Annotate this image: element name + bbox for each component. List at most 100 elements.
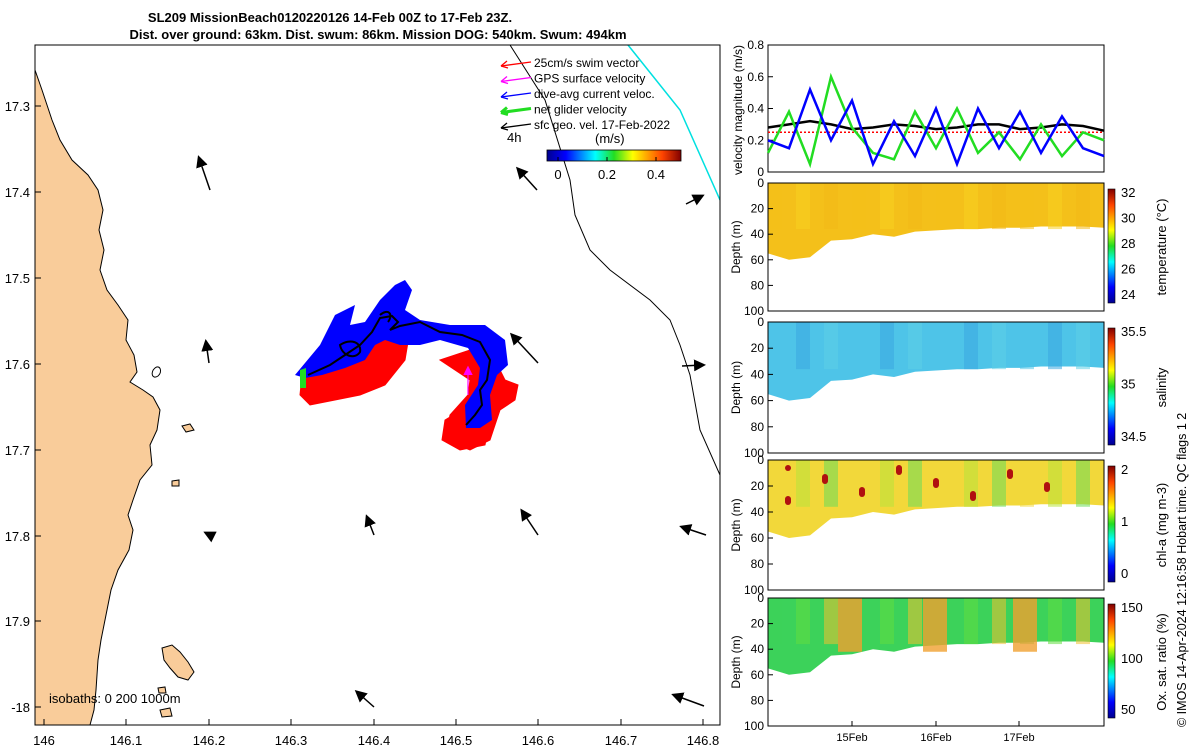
salinity-texture-band bbox=[936, 322, 950, 370]
depth-tick-label: 60 bbox=[751, 394, 765, 408]
y-tick-label: 17.8 bbox=[5, 529, 30, 544]
depth-tick-label: 60 bbox=[751, 531, 765, 545]
salinity-texture-band bbox=[964, 322, 978, 370]
colorbar-tick-label: 28 bbox=[1121, 236, 1135, 251]
temperature-section-chart: 0 20 40 60 80 100 Depth (m) 32 30 28 26 24 temperatu… bbox=[729, 176, 1169, 318]
depth-tick-label: 20 bbox=[751, 202, 765, 216]
legend-item: net glider velocity bbox=[500, 103, 627, 117]
isobath-200m bbox=[509, 45, 720, 476]
legend-swatch bbox=[500, 107, 532, 114]
isobath-1000m bbox=[627, 45, 720, 201]
temperature-texture-band bbox=[1076, 183, 1090, 230]
map-x-axis: 146 146.1 146.2 146.3 146.4 146.5 146.6 146.7 14… bbox=[33, 719, 719, 748]
map-panel: 146 146.1 146.2 146.3 146.4 146.5 146.6 146.7 14… bbox=[5, 44, 721, 748]
depth-tick-label: 80 bbox=[751, 420, 765, 434]
header-line1: SL209 MissionBeach0120220126 14-Feb 00Z … bbox=[148, 10, 512, 25]
island bbox=[157, 686, 167, 694]
salinity-texture-band bbox=[1076, 322, 1090, 370]
chl-a-texture-band bbox=[880, 460, 894, 507]
oxygen-texture-band bbox=[880, 598, 894, 645]
salinity-texture-band bbox=[992, 322, 1006, 370]
depth-tick-label: 100 bbox=[744, 719, 764, 733]
velocity-series-line bbox=[766, 72, 1105, 169]
island bbox=[161, 644, 195, 681]
oxygen-texture-band bbox=[796, 598, 810, 645]
temperature-texture-band bbox=[824, 183, 838, 230]
colorbar-tick-label: 0.2 bbox=[598, 167, 616, 182]
chl-high-marker bbox=[859, 487, 865, 493]
oxygen-texture-band bbox=[1076, 598, 1090, 645]
legend-swatch bbox=[500, 92, 532, 98]
oxygen-texture-band bbox=[824, 598, 838, 645]
velocity-y-tick-label: 0.6 bbox=[747, 70, 764, 84]
depth-tick-label: 40 bbox=[751, 367, 765, 381]
date-tick-label: 17Feb bbox=[1003, 732, 1034, 744]
x-tick-label: 146.1 bbox=[110, 733, 143, 748]
colorbar-tick-label: 2 bbox=[1121, 462, 1128, 477]
chl-high-marker bbox=[785, 496, 791, 502]
colorbar-tick-label: 1 bbox=[1121, 514, 1128, 529]
depth-tick-label: 40 bbox=[751, 505, 765, 519]
date-tick-label: 15Feb bbox=[836, 732, 867, 744]
chl-a-texture-band bbox=[992, 460, 1006, 507]
depth-tick-label: 60 bbox=[751, 668, 765, 682]
depth-tick-label: 60 bbox=[751, 253, 765, 267]
temperature-texture-band bbox=[992, 183, 1006, 230]
legend-label: net glider velocity bbox=[534, 103, 627, 117]
temperature-y-label: Depth (m) bbox=[729, 220, 743, 273]
salinity-texture-band bbox=[880, 322, 894, 370]
chl-a-texture-band bbox=[852, 460, 866, 507]
oxygen-texture-band bbox=[992, 598, 1006, 645]
x-tick-label: 146.5 bbox=[440, 733, 473, 748]
y-tick-label: 17.4 bbox=[5, 185, 30, 200]
chl-high-marker bbox=[1007, 469, 1013, 475]
temperature-texture-band bbox=[964, 183, 978, 230]
glider-path bbox=[307, 311, 492, 426]
chl-high-marker bbox=[970, 491, 976, 497]
depth-tick-label: 40 bbox=[751, 642, 765, 656]
oxygen-section-chart: 0 20 40 60 80 100 Depth (m) 150 100 50 Ox. sat. ra… bbox=[729, 591, 1169, 733]
y-tick-label: 17.6 bbox=[5, 357, 30, 372]
depth-tick-label: 0 bbox=[757, 453, 764, 467]
salinity-texture-band bbox=[1048, 322, 1062, 370]
x-tick-label: 146.3 bbox=[275, 733, 308, 748]
legend-arrowhead bbox=[500, 91, 509, 100]
legend-arrowhead bbox=[500, 122, 509, 131]
depth-tick-label: 80 bbox=[751, 557, 765, 571]
colorbar-tick-label: 35 bbox=[1121, 377, 1135, 392]
chl-high-marker bbox=[1044, 482, 1050, 488]
colorbar-tick-label: 26 bbox=[1121, 262, 1135, 277]
island bbox=[171, 479, 180, 487]
depth-tick-label: 100 bbox=[744, 304, 764, 318]
depth-tick-label: 100 bbox=[744, 583, 764, 597]
legend-label: 25cm/s swim vector bbox=[534, 56, 639, 70]
x-tick-label: 146.2 bbox=[193, 733, 226, 748]
temperature-texture-band bbox=[936, 183, 950, 230]
depth-tick-label: 20 bbox=[751, 479, 765, 493]
chl-a-y-label: Depth (m) bbox=[729, 498, 743, 551]
salinity-frame bbox=[767, 321, 1105, 454]
velocity-y-tick-label: 0.4 bbox=[747, 102, 764, 116]
velocity-y-label: velocity magnitude (m/s) bbox=[731, 45, 745, 175]
oxygen-texture-band bbox=[964, 598, 978, 645]
coastline-land bbox=[35, 45, 161, 725]
x-tick-label: 146.4 bbox=[358, 733, 391, 748]
salinity-texture-band bbox=[852, 322, 866, 370]
depth-tick-label: 0 bbox=[757, 315, 764, 329]
salinity-texture-band bbox=[768, 322, 782, 370]
chl-a-section-chart: 0 20 40 60 80 100 Depth (m) 2 1 0 chl-a (mg m-3) bbox=[729, 453, 1169, 597]
x-tick-label: 146.7 bbox=[605, 733, 638, 748]
colorbar-tick-label: 30 bbox=[1121, 211, 1135, 226]
oxygen-y-label: Depth (m) bbox=[729, 635, 743, 688]
salinity-texture-band bbox=[908, 322, 922, 370]
temperature-texture-band bbox=[1048, 183, 1062, 230]
colorbar-tick-label: 50 bbox=[1121, 702, 1135, 717]
header-line2: Dist. over ground: 63km. Dist. swum: 86k… bbox=[129, 27, 626, 42]
y-tick-label: 17.9 bbox=[5, 614, 30, 629]
oxygen-high-band bbox=[1013, 598, 1037, 652]
current-swath bbox=[295, 280, 508, 428]
legend-item: sfc geo. vel. 17-Feb-2022 bbox=[500, 118, 670, 132]
chl-a-texture-band bbox=[1076, 460, 1090, 507]
salinity-texture-band bbox=[824, 322, 838, 370]
